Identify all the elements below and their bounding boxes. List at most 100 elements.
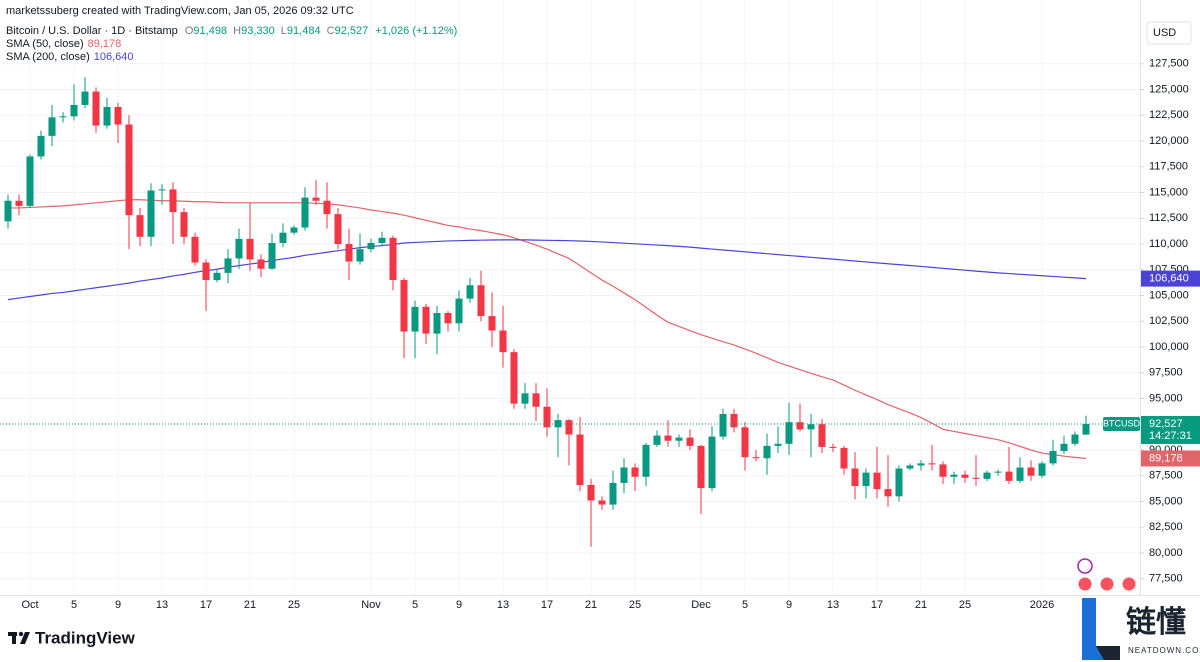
x-tick-label: 17 <box>200 599 212 611</box>
candle-body <box>664 435 672 441</box>
ohlc-key: L <box>281 25 287 37</box>
candle-body <box>917 463 925 466</box>
candle-body <box>972 477 980 479</box>
candle-body <box>279 232 287 243</box>
ohlc-value: 93,330 <box>241 25 275 37</box>
candle-body <box>389 237 397 281</box>
symbol-tag-label: BTCUSD <box>1103 418 1141 428</box>
candle-body <box>433 313 441 334</box>
candle-body <box>829 446 837 448</box>
candle-body <box>840 447 848 469</box>
event-icons <box>1077 558 1137 592</box>
x-tick-label: 2026 <box>1030 599 1054 611</box>
brand-logo: TradingView <box>8 628 136 647</box>
candle-body <box>499 330 507 353</box>
candle-body <box>796 422 804 430</box>
candle-body <box>1038 463 1046 476</box>
y-tick-label: 122,500 <box>1149 109 1189 121</box>
logo-shape <box>18 631 24 637</box>
candle-body <box>301 197 309 228</box>
candle-body <box>675 437 683 441</box>
candle-body <box>125 124 133 216</box>
candle-body <box>378 237 386 243</box>
candle-body <box>147 190 155 237</box>
plot <box>0 77 1140 547</box>
y-tick-label: 77,500 <box>1149 573 1183 585</box>
candle-body <box>807 424 815 430</box>
candle-body <box>213 272 221 281</box>
candle-body <box>345 244 353 262</box>
candle-body <box>906 465 914 469</box>
candle-body <box>642 444 650 477</box>
candle-body <box>59 116 67 118</box>
ohlc-value: 92,527 <box>335 25 369 37</box>
price-label <box>1141 415 1200 444</box>
candle-body <box>708 436 716 489</box>
price-label-text: 92,527 <box>1149 418 1183 430</box>
candle-body <box>983 472 991 479</box>
candle-body <box>1016 467 1024 481</box>
candle-body <box>1060 443 1068 452</box>
watermark-logo <box>1082 598 1120 660</box>
y-tick-label: 100,000 <box>1149 341 1189 353</box>
attribution: marketssuberg created with TradingView.c… <box>6 5 354 17</box>
candle-body <box>686 437 694 446</box>
ohlc-key: H <box>233 25 241 37</box>
candle-body <box>268 242 276 269</box>
x-tick-label: 9 <box>456 599 462 611</box>
candle-body <box>928 463 936 465</box>
x-tick-label: Dec <box>691 599 711 611</box>
event-icon[interactable] <box>1099 576 1115 592</box>
currency-box[interactable] <box>1146 21 1192 45</box>
currency[interactable]: USD <box>1153 27 1176 39</box>
candle-body <box>752 457 760 459</box>
candle-body <box>961 474 969 478</box>
x-tick-label: 21 <box>585 599 597 611</box>
change: +1,026 (+1.12%) <box>375 25 457 37</box>
candle-body <box>81 91 89 105</box>
candle-body <box>873 472 881 490</box>
candle-body <box>620 467 628 483</box>
candle-body <box>851 468 859 487</box>
y-tick-label: 125,000 <box>1149 83 1189 95</box>
candle-body <box>136 215 144 237</box>
x-tick-label: 13 <box>827 599 839 611</box>
candle-body <box>587 485 595 501</box>
candle-body <box>884 489 892 497</box>
x-tick-label: Nov <box>361 599 381 611</box>
event-icon[interactable] <box>1077 558 1093 574</box>
candle-body <box>895 468 903 497</box>
y-tick-label: 112,500 <box>1149 212 1188 224</box>
watermark: 链懂 NEATDOWN.COM <box>1076 596 1200 662</box>
legend-name: SMA (50, close) <box>6 38 84 50</box>
candle-body <box>37 135 45 157</box>
symbol-legend: Bitcoin / U.S. Dollar · 1D · Bitstamp O9… <box>6 25 457 37</box>
event-icon[interactable] <box>1077 576 1093 592</box>
x-tick-label: 25 <box>629 599 641 611</box>
candle-body <box>202 262 210 281</box>
sma-line <box>7 239 1087 301</box>
candle-body <box>92 91 100 126</box>
candle-body <box>466 285 474 299</box>
x-tick-label: 9 <box>786 599 792 611</box>
sma-line <box>8 199 1087 460</box>
y-tick-label: 95,000 <box>1149 392 1183 404</box>
ohlc-key: C <box>327 25 335 37</box>
candle-body <box>48 117 56 136</box>
candle-body <box>422 306 430 334</box>
candle-body <box>1005 471 1013 481</box>
candle-body <box>939 464 947 477</box>
candle-body <box>1049 451 1057 464</box>
candle-body <box>532 393 540 407</box>
x-tick-label: 25 <box>288 599 300 611</box>
candle-body <box>257 259 265 269</box>
x-tick-label: 17 <box>541 599 553 611</box>
candle-body <box>741 427 749 458</box>
price-label <box>1141 270 1200 287</box>
event-icon[interactable] <box>1121 576 1137 592</box>
ohlc-value: 91,498 <box>193 25 227 37</box>
y-tick-label: 115,000 <box>1149 186 1188 198</box>
candle-body <box>411 306 419 332</box>
